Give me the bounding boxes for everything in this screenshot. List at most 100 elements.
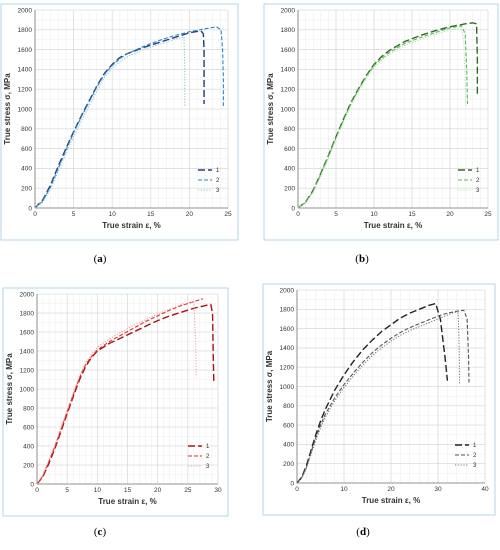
y-tick-label: 2000 [280,287,295,294]
y-tick-label: 600 [284,146,295,153]
y-tick-label: 1000 [280,384,295,391]
x-tick-label: 15 [408,211,416,218]
x-tick-label: 5 [334,211,338,218]
x-tick-label: 25 [184,487,192,494]
y-tick-label: 1800 [281,27,296,34]
series-line [34,36,186,209]
series-line [297,27,467,209]
y-tick-label: 2000 [281,7,296,14]
y-tick-label: 1000 [20,386,35,393]
legend-label: 1 [473,443,477,449]
y-tick-label: 1200 [20,367,35,374]
y-tick-label: 1600 [281,47,296,54]
y-tick-label: 1800 [280,307,295,314]
legend-label: 1 [476,168,480,174]
panel-d: 0 10 20 30 400200400600800100012001400160018… [262,283,496,538]
y-tick-label: 1400 [280,345,295,352]
series-line [296,309,470,484]
y-axis-label: True stress σ, MPa [266,73,275,145]
x-tick-label: 0 [33,211,37,218]
y-tick-label: 1200 [280,365,295,372]
y-tick-label: 1800 [20,310,35,317]
y-tick-label: 1400 [281,67,296,74]
y-tick-label: 0 [30,481,34,488]
x-tick-label: 20 [186,211,194,218]
x-tick-label: 30 [434,486,442,493]
x-tick-label: 20 [154,487,162,494]
x-tick-label: 25 [224,211,232,218]
series-line [296,311,461,484]
legend-label: 2 [476,178,480,184]
panel-caption: (c) [94,526,107,538]
y-tick-label: 1200 [281,87,296,94]
y-tick-label: 600 [283,422,294,429]
x-tick-label: 20 [387,486,395,493]
y-tick-label: 200 [284,186,295,193]
panel-b: 0 5 10 15 20 25 0 200 400 600 800 1000 1200 1400 1600 1… [263,3,499,265]
y-tick-label: 400 [283,442,294,449]
y-tick-label: 600 [23,424,34,431]
x-tick-label: 20 [446,211,454,218]
x-tick-label: 0 [296,211,300,218]
legend-label: 3 [206,464,210,470]
y-axis-label: True stress σ, MPa [265,350,274,422]
y-tick-label: 400 [21,166,32,173]
panel-frame [2,287,229,517]
panel-a: 0 5 10 15 20 25 0 200 400 600 800 1000 1200 1400 1600 1… [0,3,239,265]
y-tick-label: 1000 [281,106,296,113]
x-tick-label: 15 [147,211,155,218]
series-line [36,301,197,485]
panel-caption: (a) [94,253,107,265]
x-axis-label: True strain ε, % [102,221,160,230]
x-axis-label: True strain ε, % [362,496,420,505]
series-line [296,302,449,484]
legend-label: 2 [473,453,477,459]
series-line [34,26,224,209]
series-line [36,303,215,485]
legend-label: 2 [206,454,210,460]
y-tick-label: 200 [21,186,32,193]
y-tick-label: 800 [284,126,295,133]
legend-label: 2 [216,178,220,184]
series-line [34,30,205,209]
x-tick-label: 30 [214,487,222,494]
y-tick-label: 1400 [20,348,35,355]
y-tick-label: 200 [283,461,294,468]
y-tick-label: 600 [21,146,32,153]
y-tick-label: 400 [284,166,295,173]
y-axis-label: True stress σ, MPa [5,353,14,425]
y-tick-label: 400 [23,443,34,450]
x-tick-label: 25 [484,211,492,218]
panel-frame [262,283,496,516]
y-tick-label: 1200 [18,87,33,94]
legend-label: 1 [206,444,210,450]
panel-frame [0,3,239,241]
y-tick-label: 0 [28,205,32,212]
x-tick-label: 0 [295,486,299,493]
y-tick-label: 1600 [280,326,295,333]
x-tick-label: 5 [65,487,69,494]
y-tick-label: 0 [290,480,294,487]
y-tick-label: 1000 [18,106,33,113]
x-tick-label: 5 [72,211,76,218]
y-tick-label: 2000 [20,291,35,298]
y-tick-label: 200 [23,462,34,469]
y-tick-label: 1800 [18,27,33,34]
panel-frame [263,3,499,241]
series-line [297,22,479,209]
x-tick-label: 10 [109,211,117,218]
y-tick-label: 800 [283,403,294,410]
y-tick-label: 1400 [18,67,33,74]
panel-caption: (d) [356,526,370,538]
series-line [36,298,204,485]
x-tick-label: 15 [124,487,132,494]
panel-c: 0 5 10 15 20 25 30 0 200 400 600 800 1000 1200 1400 160… [2,287,229,538]
y-tick-label: 1600 [18,47,33,54]
x-tick-label: 10 [94,487,102,494]
legend-label: 3 [216,188,220,194]
legend-label: 1 [216,168,220,174]
x-axis-label: True strain ε, % [364,221,422,230]
y-tick-label: 1600 [20,329,35,336]
y-tick-label: 800 [23,405,34,412]
